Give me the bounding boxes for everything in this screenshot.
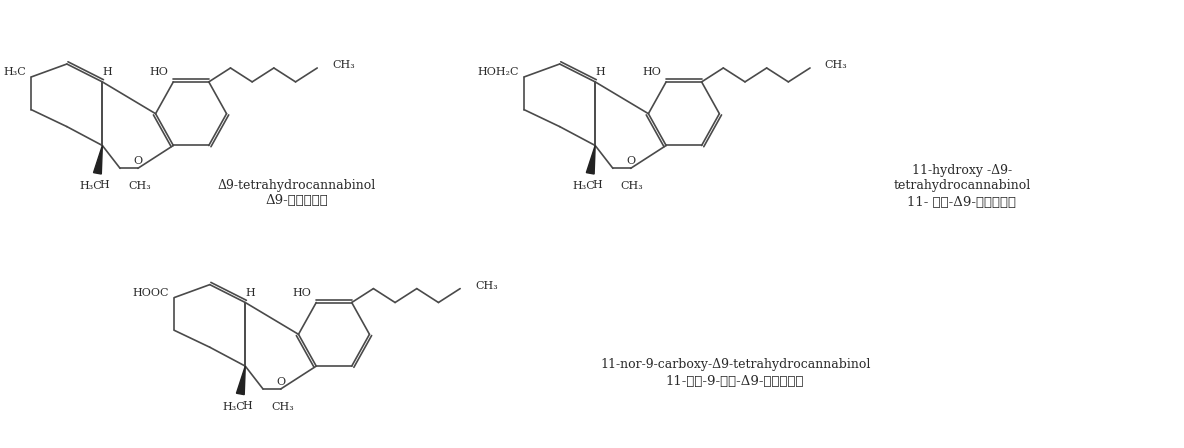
Text: O: O — [134, 156, 142, 166]
Text: H₃C: H₃C — [223, 402, 245, 412]
Polygon shape — [237, 366, 245, 395]
Text: H: H — [592, 180, 601, 190]
Polygon shape — [94, 146, 102, 174]
Text: HOOC: HOOC — [133, 288, 169, 297]
Text: Δ9-tetrahydrocannabinol: Δ9-tetrahydrocannabinol — [218, 179, 375, 192]
Text: 11-hydroxy -Δ9-: 11-hydroxy -Δ9- — [912, 164, 1012, 177]
Text: H: H — [99, 180, 109, 190]
Text: HOH₂C: HOH₂C — [478, 67, 520, 77]
Text: CH₃: CH₃ — [620, 181, 644, 191]
Text: O: O — [276, 377, 285, 387]
Text: H: H — [243, 401, 252, 411]
Text: H: H — [102, 67, 112, 77]
Text: tetrahydrocannabinol: tetrahydrocannabinol — [893, 179, 1030, 192]
Text: CH₃: CH₃ — [332, 60, 355, 70]
Polygon shape — [586, 146, 596, 174]
Text: H: H — [596, 67, 605, 77]
Text: CH₃: CH₃ — [271, 402, 294, 412]
Text: H₃C: H₃C — [79, 181, 102, 191]
Text: HO: HO — [292, 288, 311, 297]
Text: HO: HO — [643, 67, 661, 77]
Text: 11- 羟基-Δ9-四氮大麻酚: 11- 羟基-Δ9-四氮大麻酚 — [907, 196, 1016, 209]
Text: 11-nor-9-carboxy-Δ9-tetrahydrocannabinol: 11-nor-9-carboxy-Δ9-tetrahydrocannabinol — [600, 358, 870, 370]
Text: Δ9-四氮大麻酚: Δ9-四氮大麻酚 — [265, 194, 328, 207]
Text: H₃C: H₃C — [4, 67, 26, 77]
Text: O: O — [626, 156, 635, 166]
Text: CH₃: CH₃ — [128, 181, 150, 191]
Text: HO: HO — [149, 67, 168, 77]
Text: 11-去甲-9-羟基-Δ9-四氮大麻酚: 11-去甲-9-羟基-Δ9-四氮大麻酚 — [665, 375, 804, 388]
Text: H: H — [245, 288, 255, 297]
Text: H₃C: H₃C — [572, 181, 596, 191]
Text: CH₃: CH₃ — [825, 60, 848, 70]
Text: CH₃: CH₃ — [475, 280, 497, 291]
